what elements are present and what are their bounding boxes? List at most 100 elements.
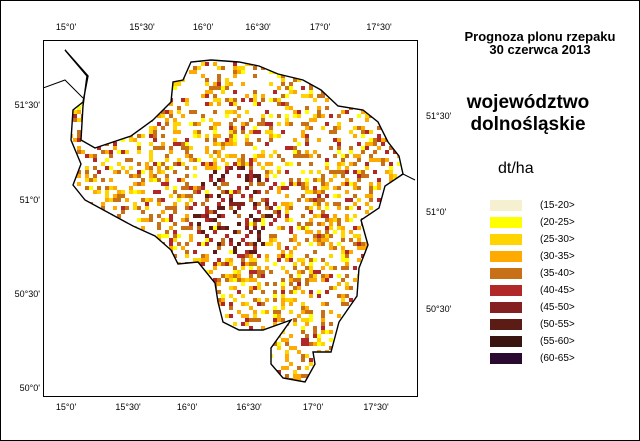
yield-cell: [221, 90, 225, 94]
yield-cell: [389, 162, 393, 166]
yield-cell: [173, 126, 177, 130]
yield-cell: [301, 290, 305, 294]
yield-cell: [349, 162, 353, 166]
yield-cell: [121, 210, 125, 214]
yield-cell: [285, 270, 289, 274]
yield-cell: [273, 218, 277, 222]
yield-cell: [357, 154, 361, 158]
yield-cell: [149, 178, 153, 182]
yield-cell: [253, 190, 257, 194]
yield-cell: [281, 254, 285, 258]
yield-cell: [365, 146, 369, 150]
yield-cell: [301, 170, 305, 174]
yield-cell: [85, 174, 89, 178]
lon-tick-top: 16°30': [245, 22, 271, 32]
yield-cell: [209, 270, 213, 274]
yield-cell: [313, 214, 317, 218]
yield-cell: [377, 126, 381, 130]
yield-cell: [225, 142, 229, 146]
yield-cell: [337, 142, 341, 146]
legend-item: (15-20>: [490, 198, 620, 215]
yield-cell: [277, 346, 281, 350]
yield-cell: [229, 314, 233, 318]
yield-cell: [289, 282, 293, 286]
yield-cell: [169, 226, 173, 230]
yield-cell: [285, 342, 289, 346]
yield-cell: [273, 310, 277, 314]
yield-cell: [253, 94, 257, 98]
yield-cell: [341, 254, 345, 258]
yield-cell: [377, 178, 381, 182]
yield-cell: [241, 122, 245, 126]
yield-cell: [237, 214, 241, 218]
yield-cell: [245, 138, 249, 142]
yield-cell: [301, 94, 305, 98]
yield-cell: [357, 226, 361, 230]
yield-cell: [125, 150, 129, 154]
yield-cell: [333, 138, 337, 142]
yield-cell: [241, 278, 245, 282]
yield-cell: [213, 150, 217, 154]
yield-cell: [349, 206, 353, 210]
yield-cell: [193, 122, 197, 126]
yield-cell: [333, 174, 337, 178]
yield-cell: [273, 342, 277, 346]
yield-cell: [285, 214, 289, 218]
yield-cell: [325, 98, 329, 102]
yield-cell: [185, 98, 189, 102]
yield-cell: [297, 162, 301, 166]
yield-cell: [305, 318, 309, 322]
yield-cell: [297, 378, 301, 382]
yield-cell: [349, 118, 353, 122]
yield-cell: [125, 198, 129, 202]
yield-cell: [253, 222, 257, 226]
yield-cell: [329, 242, 333, 246]
yield-cell: [217, 242, 221, 246]
yield-cell: [333, 202, 337, 206]
yield-cell: [297, 226, 301, 230]
yield-cell: [289, 82, 293, 86]
yield-cell: [205, 162, 209, 166]
yield-cell: [321, 234, 325, 238]
yield-cell: [189, 238, 193, 242]
yield-cell: [201, 258, 205, 262]
yield-cell: [229, 198, 233, 202]
yield-cell: [269, 186, 273, 190]
yield-cell: [277, 254, 281, 258]
yield-cell: [233, 190, 237, 194]
lon-tick-top: 15°0': [55, 22, 77, 32]
yield-cell: [157, 202, 161, 206]
yield-cell: [349, 150, 353, 154]
yield-cell: [349, 130, 353, 134]
yield-cell: [289, 238, 293, 242]
yield-cell: [185, 226, 189, 230]
yield-cell: [101, 202, 105, 206]
yield-cell: [177, 162, 181, 166]
yield-cell: [301, 302, 305, 306]
yield-cell: [197, 66, 201, 70]
yield-cell: [205, 218, 209, 222]
yield-cell: [173, 234, 177, 238]
yield-cell: [77, 138, 81, 142]
yield-cell: [177, 234, 181, 238]
yield-cell: [333, 126, 337, 130]
yield-cell: [325, 238, 329, 242]
yield-cell: [161, 146, 165, 150]
yield-cell: [201, 202, 205, 206]
yield-cell: [157, 166, 161, 170]
lat-tick-right: 51°30': [426, 111, 452, 121]
yield-cell: [229, 98, 233, 102]
yield-cell: [217, 246, 221, 250]
yield-cell: [241, 154, 245, 158]
yield-cell: [165, 234, 169, 238]
yield-cell: [337, 222, 341, 226]
legend-label: (20-25>: [540, 217, 575, 228]
yield-cell: [137, 134, 141, 138]
yield-cell: [165, 154, 169, 158]
yield-cell: [357, 142, 361, 146]
yield-cell: [329, 274, 333, 278]
yield-cell: [205, 138, 209, 142]
yield-cell: [245, 186, 249, 190]
yield-cell: [245, 122, 249, 126]
yield-cell: [329, 346, 333, 350]
